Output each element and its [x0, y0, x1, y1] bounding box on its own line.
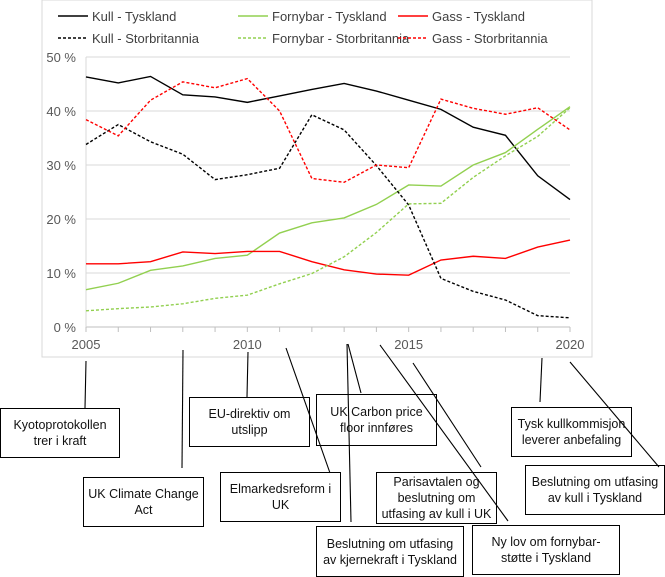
y-tick-label: 10 %: [46, 266, 76, 281]
series-line-3: [85, 113, 571, 319]
annotation-uk-market-reform: Elmarkedsreform i UK: [220, 472, 341, 522]
annotation-de-renewable-law: Ny lov om fornybar-støtte i Tyskland: [472, 525, 620, 575]
x-tick-label: 2015: [394, 337, 423, 352]
y-tick-label: 20 %: [46, 212, 76, 227]
x-tick-label: 2005: [72, 337, 101, 352]
legend-label: Gass - Tyskland: [432, 9, 525, 24]
x-tick-label: 2010: [233, 337, 262, 352]
annotation-paris-agreement: Parisavtalen og beslutning om utfasing a…: [376, 472, 497, 524]
y-tick-label: 30 %: [46, 158, 76, 173]
legend-label: Fornybar - Tyskland: [272, 9, 387, 24]
annotation-uk-climate-change-act: UK Climate Change Act: [83, 477, 204, 527]
legend-label: Kull - Storbritannia: [92, 31, 200, 46]
y-tick-label: 40 %: [46, 104, 76, 119]
annotation-kyoto: Kyotoprotokollen trer i kraft: [0, 408, 120, 458]
x-tick-label: 2020: [556, 337, 585, 352]
series-line-0: [85, 75, 571, 201]
series-line-4: [85, 107, 571, 312]
series-line-2: [86, 239, 571, 276]
legend-label: Kull - Tyskland: [92, 9, 176, 24]
y-tick-label: 50 %: [46, 50, 76, 65]
legend-label: Gass - Storbritannia: [432, 31, 548, 46]
y-tick-label: 0 %: [54, 320, 77, 335]
series-line-5: [85, 77, 571, 184]
annotation-uk-carbon-price-floor: UK Carbon price floor innføres: [316, 394, 437, 446]
annotation-de-nuclear-phaseout: Beslutning om utfasing av kjernekraft i …: [316, 526, 464, 577]
legend-label: Fornybar - Storbritannia: [272, 31, 410, 46]
annotation-de-coal-commission: Tysk kullkommisjon leverer anbefaling: [511, 407, 632, 457]
plot-frame: [41, 0, 593, 358]
annotation-de-coal-phaseout: Beslutning om utfasing av kull i Tysklan…: [525, 465, 665, 515]
annotation-eu-directive: EU-direktiv om utslipp: [189, 397, 310, 447]
series-line-1: [85, 106, 571, 291]
